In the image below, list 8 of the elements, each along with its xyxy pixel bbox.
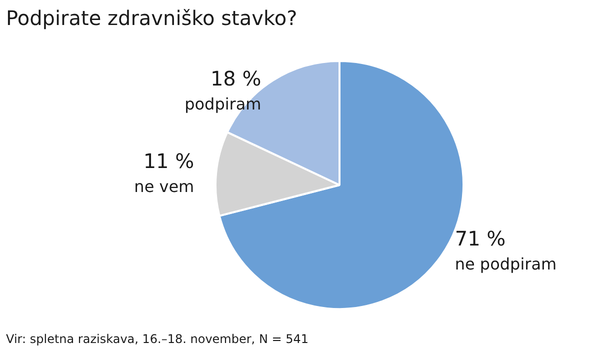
chart-title: Podpirate zdravniško stavko? [6,6,298,30]
data-label: 71 % [454,226,506,250]
data-label: 11 % [143,148,194,173]
slice-label: podpiram [184,94,262,114]
slice-label: ne vem [134,176,194,196]
slice-label: ne podpiram [454,254,557,274]
text: Vir: spletna raziskava, 16.–18. november, N = 541 [6,332,309,346]
data-label: 18 % [210,66,262,91]
